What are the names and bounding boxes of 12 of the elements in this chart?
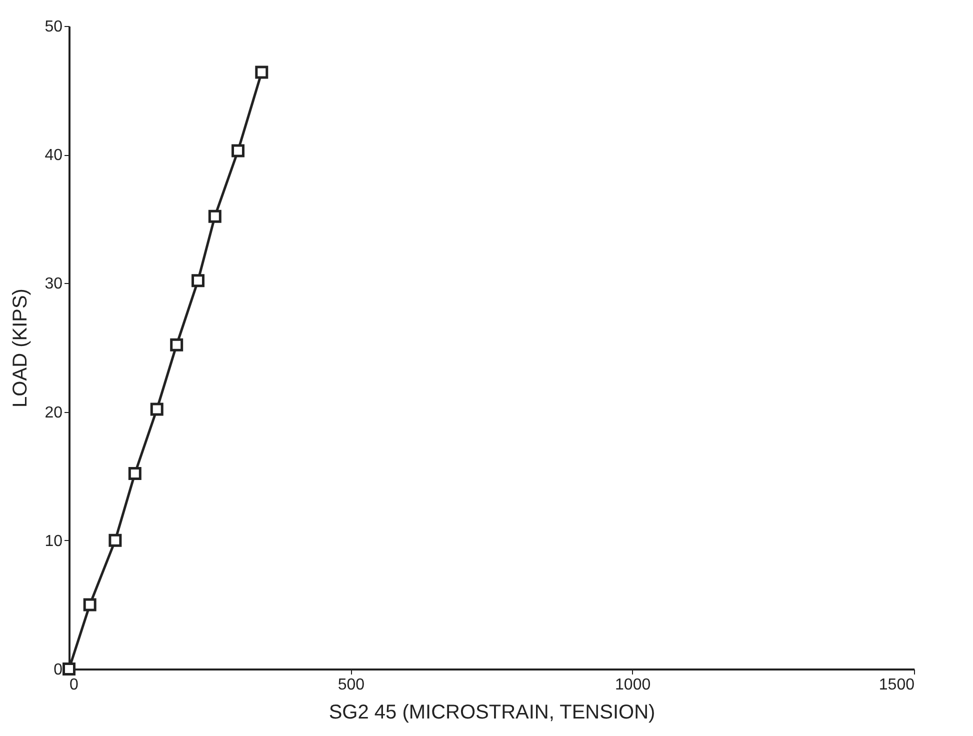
x-tick-label: 500	[338, 676, 365, 694]
y-axis-title: LOAD (KIPS)	[10, 288, 32, 408]
x-tick-label: 0	[70, 676, 78, 694]
y-tick-label: 10	[44, 532, 63, 550]
x-tick-label: 1000	[615, 676, 651, 694]
y-tick-label: 30	[44, 276, 63, 293]
y-tick-label: 40	[44, 147, 63, 164]
y-tick-label: 50	[44, 18, 63, 36]
x-axis-title: SG2 45 (MICROSTRAIN, TENSION)	[328, 702, 656, 724]
y-tick-label: 0	[54, 662, 63, 678]
x-tick-label: 1500	[878, 676, 915, 694]
y-tick-label: 20	[44, 404, 63, 422]
